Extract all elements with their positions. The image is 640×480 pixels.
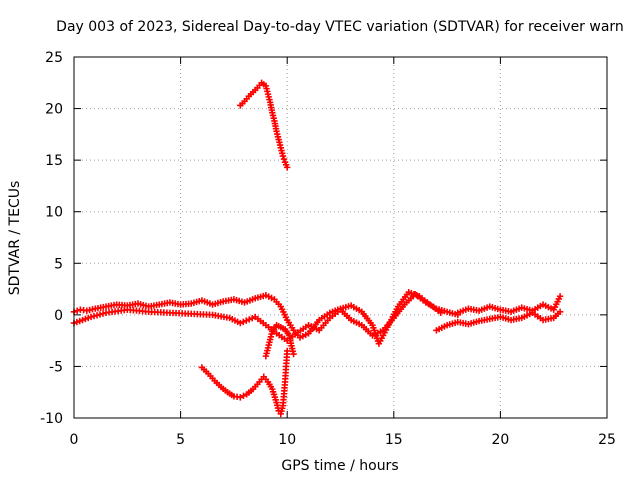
data-point (249, 314, 256, 322)
data-point (246, 316, 253, 323)
data-point (284, 347, 291, 355)
chart-title: Day 003 of 2023, Sidereal Day-to-day VTE… (56, 19, 624, 35)
y-tick-label: -5 (49, 359, 63, 375)
y-tick-label: 0 (54, 308, 63, 324)
data-point (90, 312, 98, 320)
plot-frame (73, 56, 608, 419)
series-arc-6 (198, 347, 291, 418)
series-arc-7 (262, 321, 297, 360)
x-tick-label: 10 (278, 432, 296, 448)
axis-ticks: 0 5 10 15 20 25 -10 -5 0 5 10 15 20 25 (40, 50, 616, 448)
data-point (99, 310, 107, 317)
y-tick-label: -10 (40, 411, 63, 427)
data-point (279, 152, 287, 160)
y-tick-label: 5 (54, 256, 63, 272)
series-arc-2 (70, 291, 461, 344)
data-point (93, 312, 101, 319)
y-tick-label: 10 (45, 205, 63, 221)
data-point (73, 307, 81, 314)
data-point (96, 311, 104, 318)
data-point (240, 318, 247, 326)
x-tick-label: 25 (598, 432, 616, 448)
data-point (237, 319, 244, 327)
data-point (556, 308, 564, 315)
series-arc-1 (70, 288, 444, 347)
x-tick-label: 15 (385, 432, 403, 448)
data-point (87, 313, 95, 321)
data-point (280, 155, 288, 163)
x-tick-label: 0 (70, 432, 79, 448)
series-arc-4 (454, 293, 564, 316)
y-tick-label: 25 (45, 50, 63, 66)
series-arc-5 (237, 79, 291, 171)
x-axis-label: GPS time / hours (281, 458, 398, 474)
data-points (70, 79, 564, 418)
x-tick-label: 5 (176, 432, 185, 448)
y-tick-label: 15 (45, 153, 63, 169)
y-tick-label: 20 (45, 102, 63, 118)
data-point (556, 293, 564, 300)
y-axis-label: SDTVAR / TECUs (7, 181, 23, 296)
grid (74, 57, 607, 418)
x-tick-label: 20 (491, 432, 509, 448)
data-point (243, 317, 250, 324)
data-point (290, 350, 297, 358)
data-point (284, 164, 291, 171)
